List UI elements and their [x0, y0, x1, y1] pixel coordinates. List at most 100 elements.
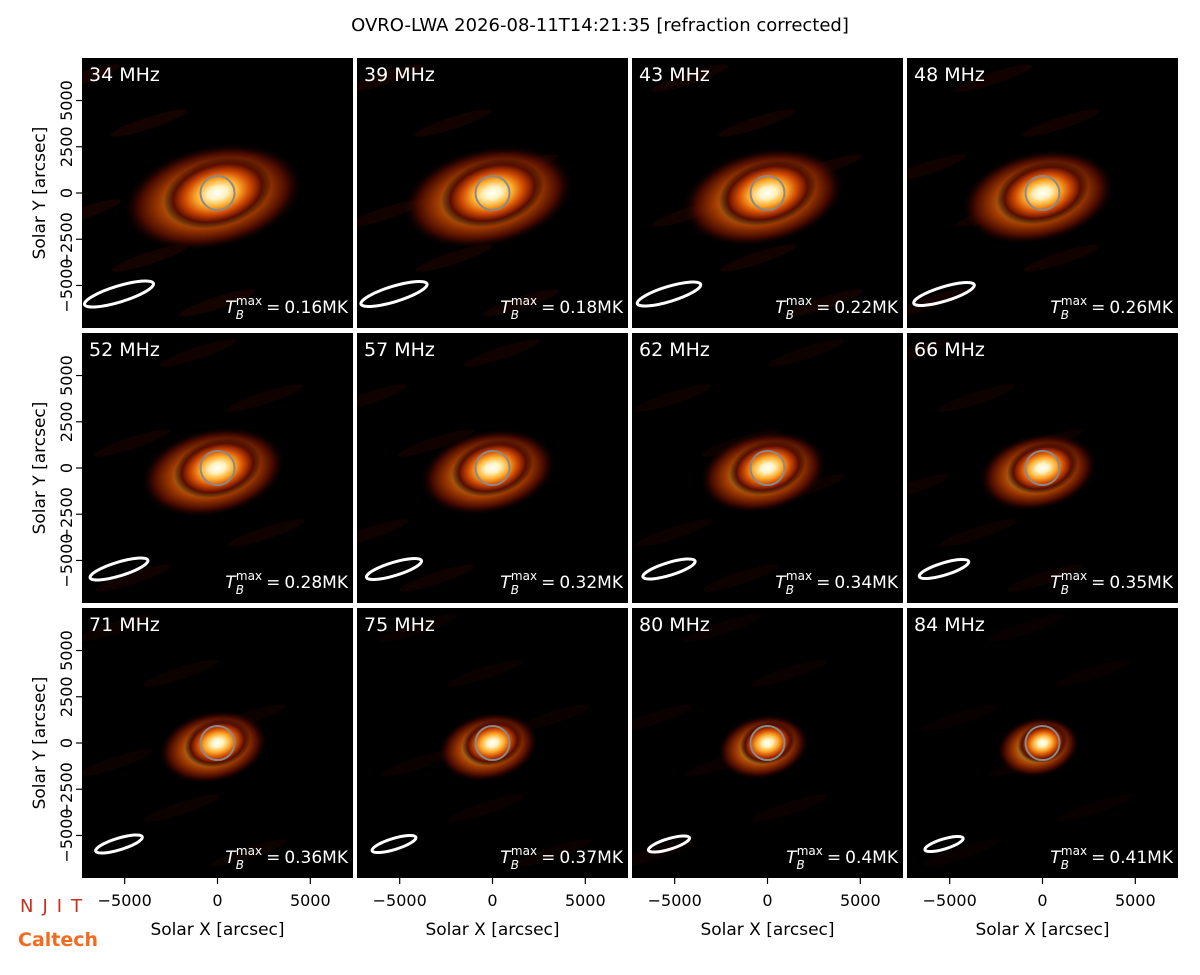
emission-core — [462, 720, 523, 766]
sidelobe — [82, 199, 122, 227]
panel-label: 66 MHz — [914, 339, 985, 361]
panel-label: 75 MHz — [364, 614, 435, 636]
tb-symbol: T — [775, 573, 787, 593]
y-tick-label: 5000 — [57, 355, 76, 396]
y-tick-label: −2500 — [57, 212, 76, 266]
tb-value: 0.41MK — [1109, 848, 1174, 868]
sidelobe — [142, 659, 220, 687]
radio-image — [357, 339, 557, 592]
tb-symbol: T — [1050, 848, 1062, 868]
y-axis-label: Solar Y [arcsec] — [30, 127, 50, 260]
solar-disk — [474, 725, 511, 761]
sidelobe — [514, 839, 592, 867]
beam — [635, 280, 703, 308]
sidelobe — [634, 384, 712, 412]
tb-superscript: max — [236, 844, 262, 858]
tb-equals: = — [541, 298, 555, 318]
sidelobe — [683, 614, 761, 642]
x-tick-label: 5000 — [565, 891, 606, 910]
panel-label: 71 MHz — [89, 614, 160, 636]
tb-label: TBmax = 0.18MK — [500, 294, 624, 322]
panel-label: 48 MHz — [914, 64, 985, 86]
tb-equals: = — [1091, 848, 1105, 868]
tb-symbol: T — [500, 573, 512, 593]
sidelobe — [210, 839, 288, 867]
radio-image — [379, 614, 592, 867]
tb-superscript: max — [786, 294, 812, 308]
tb-symbol: T — [225, 573, 237, 593]
panel-label: 39 MHz — [364, 64, 435, 86]
panel: 66 MHz TBmax = 0.35MK — [907, 333, 1178, 603]
radio-image — [82, 614, 288, 867]
panel-label: 34 MHz — [89, 64, 160, 86]
radio-image — [921, 614, 1133, 867]
tb-label: TBmax = 0.22MK — [775, 294, 899, 322]
y-tick-label: 0 — [57, 463, 76, 473]
beam — [82, 279, 156, 309]
radio-image — [634, 339, 846, 592]
emission-core — [1007, 442, 1078, 494]
beam — [370, 833, 418, 855]
tb-superscript: max — [786, 569, 812, 583]
tb-label: TBmax = 0.16MK — [225, 294, 349, 322]
x-axis-label: Solar X [arcsec] — [425, 920, 559, 940]
tb-equals: = — [266, 848, 280, 868]
sidelobe — [635, 519, 713, 547]
tb-superscript: max — [1061, 844, 1087, 858]
sidelobe — [1022, 109, 1100, 137]
x-axis-label: Solar X [arcsec] — [150, 920, 284, 940]
sidelobe — [786, 289, 864, 317]
tb-subscript: B — [236, 308, 244, 322]
sidelobe — [1054, 659, 1132, 687]
sidelobe — [921, 704, 999, 732]
tb-symbol: T — [1050, 298, 1062, 318]
x-tick-label: −5000 — [98, 891, 152, 910]
tb-equals: = — [266, 573, 280, 593]
sidelobe — [415, 244, 493, 272]
radio-image — [907, 64, 1116, 317]
sidelobe — [1023, 244, 1101, 272]
solar-disk — [1024, 450, 1061, 486]
tb-equals: = — [816, 573, 830, 593]
tb-value: 0.22MK — [834, 298, 899, 318]
solar-disk — [1024, 175, 1061, 211]
solar-disk — [474, 450, 511, 486]
y-tick-label: 2500 — [57, 126, 76, 167]
x-tick-label: −5000 — [648, 891, 702, 910]
tb-value: 0.16MK — [284, 298, 349, 318]
radio-image — [907, 339, 1098, 592]
figure-title: OVRO-LWA 2026-08-11T14:21:35 [refraction… — [351, 15, 849, 36]
tb-symbol: T — [500, 298, 512, 318]
sidelobe — [1006, 564, 1084, 592]
panel: 52 MHz TBmax = 0.28MK −5000−2500 0 2500 5000 Sol… — [30, 333, 353, 603]
emission-core — [451, 439, 534, 497]
solar-disk — [749, 725, 786, 761]
tb-subscript: B — [1061, 583, 1069, 597]
tb-label: TBmax = 0.37MK — [500, 844, 624, 872]
tb-value: 0.37MK — [559, 848, 624, 868]
beam — [923, 834, 965, 854]
tb-equals: = — [541, 573, 555, 593]
y-tick-label: −5000 — [57, 533, 76, 587]
panel: 80 MHz TBmax = 0.4MK −5000 0 5000 Solar X [arcs… — [632, 608, 903, 940]
tb-equals: = — [816, 298, 830, 318]
beam — [94, 833, 144, 855]
sidelobe — [907, 474, 950, 502]
tb-subscript: B — [236, 858, 244, 872]
sidelobe — [143, 794, 221, 822]
panel-label: 52 MHz — [89, 339, 160, 361]
emission-core — [996, 161, 1089, 225]
sidelobe — [1055, 794, 1133, 822]
emission-core — [184, 718, 251, 768]
sidelobe — [482, 289, 560, 317]
tb-value: 0.28MK — [284, 573, 349, 593]
tb-value: 0.35MK — [1109, 573, 1174, 593]
tb-value: 0.18MK — [559, 298, 624, 318]
tb-symbol: T — [775, 298, 787, 318]
x-tick-label: 0 — [762, 891, 772, 910]
tb-label: TBmax = 0.4MK — [786, 844, 899, 872]
emission-core — [441, 158, 544, 228]
emission-core — [174, 438, 261, 498]
radio-image — [93, 339, 305, 592]
